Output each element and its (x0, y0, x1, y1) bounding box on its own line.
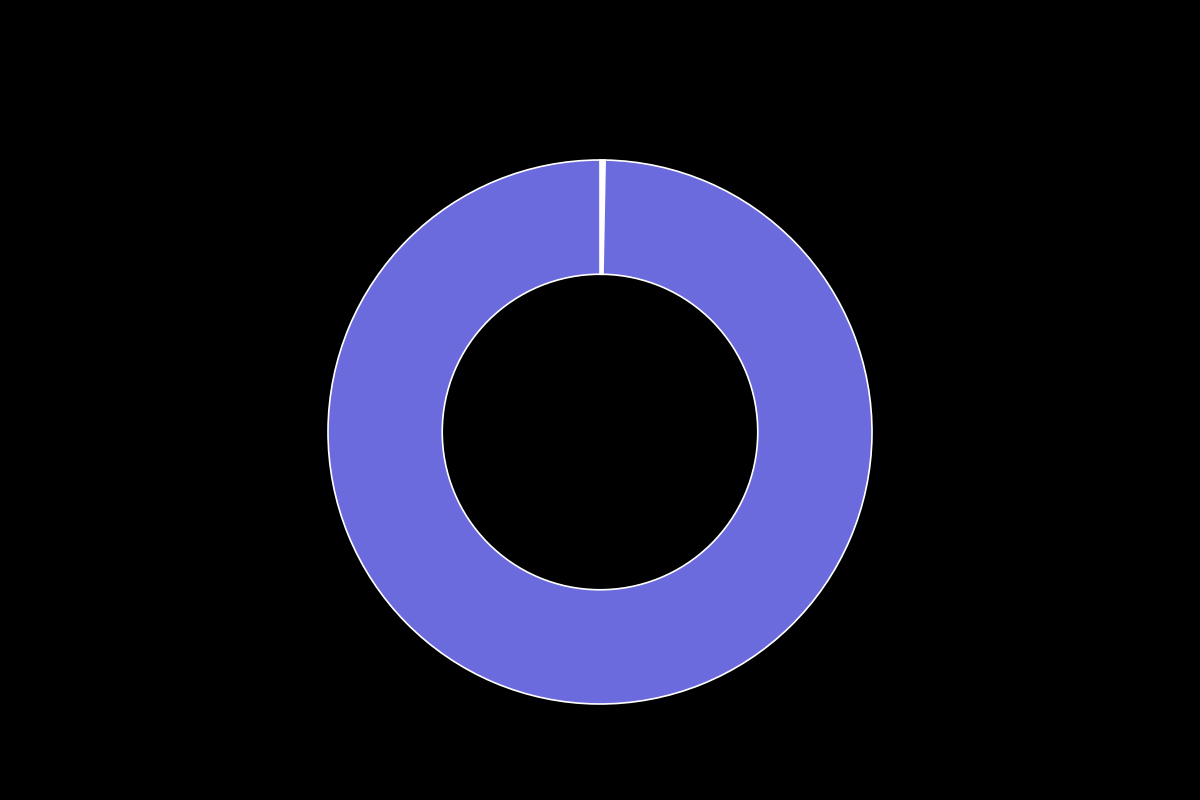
Wedge shape (328, 160, 872, 704)
Legend: , , , : , , , (458, 0, 742, 2)
Wedge shape (602, 160, 605, 274)
Wedge shape (601, 160, 604, 274)
Wedge shape (600, 160, 601, 274)
